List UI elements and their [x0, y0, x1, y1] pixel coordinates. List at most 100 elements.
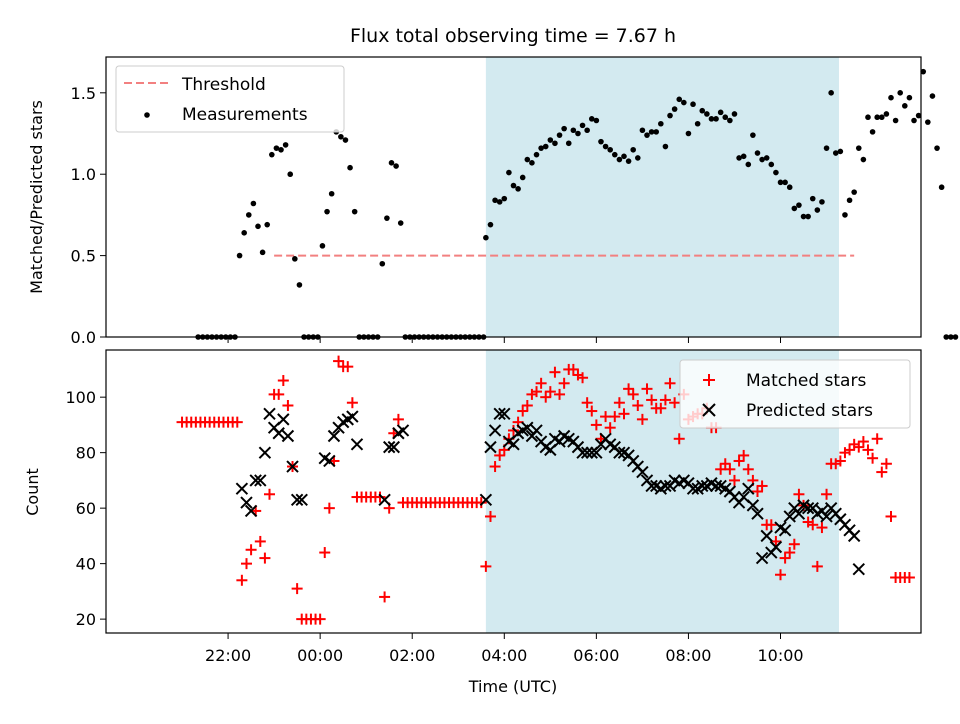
matched-star-point	[719, 458, 731, 470]
measurement-point	[269, 151, 275, 158]
predicted-star-stroke-b	[797, 499, 810, 512]
predicted-star-stroke-b	[847, 529, 861, 543]
matched-star-point	[641, 383, 653, 395]
matched-star-point	[788, 538, 800, 550]
matched-star-point	[715, 463, 727, 475]
predicted-star-point	[240, 496, 253, 509]
matched-star-point	[567, 363, 579, 375]
predicted-star-stroke-b	[521, 421, 534, 434]
matched-star-point	[604, 422, 616, 434]
predicted-star-stroke-b	[507, 438, 520, 451]
matched-star-point	[738, 449, 750, 461]
predicted-star-point	[530, 424, 543, 437]
matched-star-point	[742, 463, 754, 475]
matched-star-point	[613, 397, 625, 409]
matched-star-point	[655, 402, 667, 414]
predicted-star-stroke-b	[696, 479, 709, 493]
ratio-panel: 0.0 0.5 1.0 1.5 Matched/Predicted stars Thr…	[27, 56, 959, 347]
predicted-star-stroke-b	[263, 407, 276, 421]
matched-star-point	[379, 591, 391, 603]
predicted-star-point	[645, 479, 658, 493]
count-panel-frame	[105, 349, 922, 634]
top-y-axis-label: Matched/Predicted stars	[27, 100, 46, 294]
predicted-star-stroke-b	[746, 499, 760, 512]
bottom-y-axis-label: Count	[23, 468, 42, 516]
matched-star-point	[333, 355, 345, 367]
matched-star-point	[277, 375, 289, 387]
predicted-star-stroke-b	[709, 479, 723, 493]
predicted-star-point	[484, 440, 497, 454]
matched-star-point	[669, 397, 681, 409]
top-ytick-label: 1.5	[71, 84, 96, 103]
predicted-star-point	[778, 524, 792, 537]
predicted-star-point	[272, 427, 285, 440]
measurement-point	[676, 96, 683, 103]
measurement-point	[888, 94, 894, 101]
matched-star-point	[544, 386, 556, 398]
measurement-point	[648, 129, 655, 135]
predicted-star-stroke-b	[290, 493, 304, 507]
matched-star-point	[876, 466, 888, 478]
predicted-star-stroke-b	[668, 474, 681, 487]
measurement-point	[948, 334, 954, 340]
measurement-point	[584, 127, 590, 134]
predicted-star-point	[580, 446, 594, 459]
matched-star-point	[236, 574, 248, 586]
predicted-star-point	[350, 438, 364, 451]
measurement-point	[492, 197, 498, 204]
predicted-star-stroke-b	[479, 493, 493, 507]
measurement-point	[342, 137, 349, 143]
predicted-star-point	[327, 429, 341, 443]
measurement-point	[902, 103, 908, 109]
matched-star-point	[549, 366, 561, 378]
predicted-star-stroke-b	[254, 474, 267, 487]
predicted-star-point	[820, 510, 833, 523]
matched-star-point	[627, 388, 639, 400]
matched-star-point	[282, 399, 294, 411]
top-legend-box	[115, 65, 345, 133]
matched-star-point	[751, 486, 763, 497]
matched-star-point	[374, 491, 386, 503]
measurement-point	[241, 230, 247, 236]
predicted-star-stroke-b	[484, 440, 497, 454]
measurement-point	[943, 334, 950, 340]
matched-star-point	[558, 377, 570, 389]
predicted-star-stroke-b	[603, 438, 617, 451]
measurement-point	[625, 158, 632, 164]
measurement-point	[897, 90, 904, 96]
measurement-point	[805, 213, 811, 220]
predicted-star-point	[847, 529, 861, 543]
measurements-legend-swatch	[144, 112, 150, 118]
measurement-point	[607, 146, 613, 153]
measurement-point	[865, 114, 871, 121]
matched-star-point	[853, 441, 865, 453]
measurement-point	[667, 112, 673, 119]
bottom-legend-box	[679, 359, 911, 429]
measurement-point	[547, 137, 554, 143]
matched-star-point	[517, 405, 529, 417]
predicted-star-stroke-b	[852, 562, 865, 576]
measurement-point	[524, 156, 531, 163]
measurement-point	[264, 221, 271, 228]
predicted-star-point	[709, 479, 723, 493]
predicted-star-stroke-b	[396, 424, 410, 437]
predicted-star-point	[382, 440, 396, 454]
matched-star-point	[586, 405, 598, 417]
measurement-point	[598, 138, 604, 145]
observing-window-shade-top	[485, 57, 839, 337]
matched-star-point	[779, 552, 791, 564]
matched-star-point	[508, 424, 519, 436]
matched-star-point	[231, 416, 243, 428]
x-axis-label: Time (UTC)	[468, 677, 557, 696]
matched-star-point	[765, 519, 777, 531]
predicted-star-stroke-b	[272, 427, 285, 440]
measurement-point	[809, 195, 816, 202]
predicted-star-stroke-b	[378, 493, 391, 507]
predicted-star-point	[249, 474, 262, 487]
predicted-star-point	[792, 507, 806, 520]
predicted-star-stroke-b	[576, 446, 589, 459]
predicted-star-point	[254, 474, 267, 487]
measurement-point	[506, 169, 512, 176]
predicted-star-point	[378, 493, 391, 507]
measurement-point	[379, 260, 386, 267]
